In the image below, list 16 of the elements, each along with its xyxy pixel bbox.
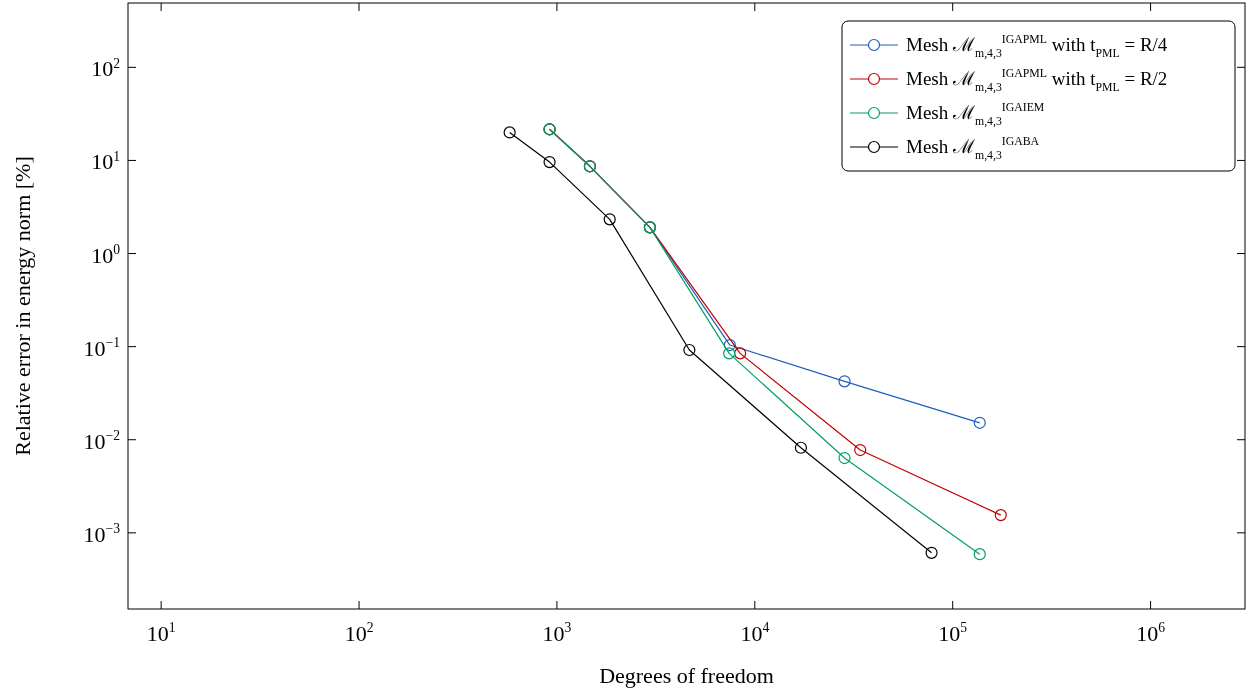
- x-axis-title: Degrees of freedom: [599, 663, 774, 688]
- y-tick-label: 10$^{−2}$: [83, 427, 121, 454]
- x-tick-label: 10$^{4}$: [740, 620, 770, 646]
- y-tick-label: 10$^{0}$: [91, 241, 121, 268]
- legend-label: Mesh ℳ$_{m,4,3}$$^{IGAPML}$ with t$_{PML}$ = R/4: [906, 33, 1168, 60]
- y-tick-label: 10$^{−1}$: [83, 334, 120, 361]
- x-tick-label: 10$^{6}$: [1136, 620, 1166, 646]
- x-tick-label: 10$^{1}$: [146, 620, 176, 646]
- x-tick-label: 10$^{3}$: [542, 620, 572, 646]
- y-tick-label: 10$^{1}$: [91, 148, 120, 175]
- x-tick-label: 10$^{5}$: [938, 620, 968, 646]
- y-axis-title: Relative error in energy norm [%]: [10, 156, 35, 456]
- legend-label: Mesh ℳ$_{m,4,3}$$^{IGAPML}$ with t$_{PML}$ = R/2: [906, 67, 1168, 94]
- y-tick-label: 10$^{−3}$: [83, 521, 121, 547]
- y-tick-label: 10$^{2}$: [91, 55, 121, 82]
- x-tick-label: 10$^{2}$: [344, 620, 374, 646]
